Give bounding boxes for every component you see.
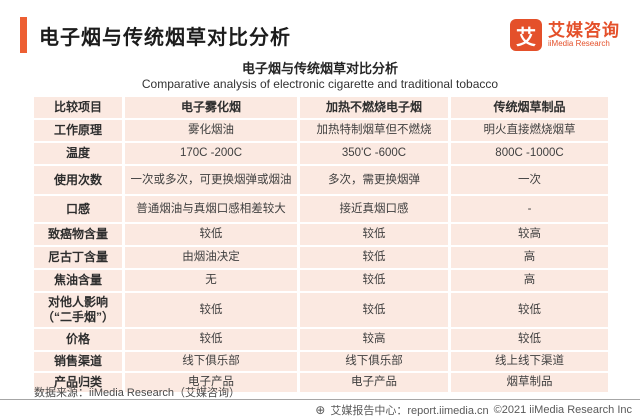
header-cell: 电子雾化烟 [125, 97, 297, 118]
value-cell: 一次 [451, 166, 608, 194]
copyright-text: ©2021 iiMedia Research Inc [493, 404, 632, 416]
logo-name-cn: 艾媒咨询 [548, 20, 620, 40]
value-cell: 明火直接燃烧烟草 [451, 120, 608, 141]
page-header: 电子烟与传统烟草对比分析 艾 艾媒咨询 iiMedia Research [20, 14, 620, 56]
value-cell: 雾化烟油 [125, 120, 297, 141]
value-cell: 无 [125, 270, 297, 291]
value-cell: 线上线下渠道 [451, 352, 608, 371]
table-row: 工作原理 雾化烟油 加热特制烟草但不燃烧 明火直接燃烧烟草 [34, 120, 608, 141]
table-row: 销售渠道 线下俱乐部 线下俱乐部 线上线下渠道 [34, 352, 608, 371]
value-cell: 高 [451, 270, 608, 291]
table-row: 焦油含量无较低高 [34, 270, 608, 291]
value-cell: 线下俱乐部 [125, 352, 297, 371]
row-label-cell: 使用次数 [34, 166, 122, 194]
row-label-cell: 温度 [34, 143, 122, 164]
value-cell: 较高 [451, 224, 608, 245]
row-label-cell: 尼古丁含量 [34, 247, 122, 268]
value-cell: 多次，需更换烟弹 [300, 166, 448, 194]
footer-bar: ⊕ 艾媒报告中心：report.iimedia.cn ©2021 iiMedia… [315, 402, 632, 416]
value-cell: 电子产品 [300, 373, 448, 392]
table-row: 温度 170C -200C 350'C -600C 800C -1000C [34, 143, 608, 164]
logo-icon: 艾 [510, 19, 542, 51]
table-row: 对他人影响 （“二手烟”） 较低 较低 较低 [34, 293, 608, 327]
row-label-cell: 口感 [34, 196, 122, 222]
value-cell: 烟草制品 [451, 373, 608, 392]
value-cell: 较低 [300, 293, 448, 327]
row-label-cell: 致癌物含量 [34, 224, 122, 245]
value-cell: 较低 [451, 293, 608, 327]
row-label-cell: 焦油含量 [34, 270, 122, 291]
value-cell: 较低 [125, 224, 297, 245]
value-cell: 一次或多次，可更换烟弹或烟油 [125, 166, 297, 194]
row-label-cell: 工作原理 [34, 120, 122, 141]
company-logo: 艾 艾媒咨询 iiMedia Research [510, 19, 620, 51]
value-cell: 电子产品 [125, 373, 297, 392]
report-center-link[interactable]: 艾媒报告中心：report.iimedia.cn [330, 405, 489, 416]
value-cell: 较低 [125, 293, 297, 327]
row-label-cell: 价格 [34, 329, 122, 350]
data-source: 数据来源：iiMedia Research（艾媒咨询） [34, 387, 240, 399]
value-cell: 较高 [300, 329, 448, 350]
table-row: 致癌物含量 较低 较低 较高 [34, 224, 608, 245]
report-center-icon: ⊕ [315, 403, 326, 416]
table-row: 产品归类 电子产品 电子产品 烟草制品 [34, 373, 608, 392]
row-label-cell: 对他人影响 （“二手烟”） [34, 293, 122, 327]
table-row: 价格 较低 较高 较低 [34, 329, 608, 350]
value-cell: 较低 [300, 270, 448, 291]
page-title: 电子烟与传统烟草对比分析 [39, 26, 291, 49]
chart-title: 电子烟与传统烟草对比分析 [241, 61, 398, 76]
row-label-cell: 销售渠道 [34, 352, 122, 371]
value-cell: 800C -1000C [451, 143, 608, 164]
value-cell: 350'C -600C [300, 143, 448, 164]
value-cell: 较低 [300, 224, 448, 245]
value-cell: 较低 [125, 329, 297, 350]
table-row: 使用次数 一次或多次，可更换烟弹或烟油 多次，需更换烟弹 一次 [34, 166, 608, 194]
title-accent-bar [20, 17, 27, 53]
table-row: 口感 普通烟油与真烟口感相差较大 接近真烟口感 - [34, 196, 608, 222]
footer-divider [0, 399, 640, 400]
table-row: 尼古丁含量 由烟油决定 较低高 [34, 247, 608, 268]
value-cell: 高 [451, 247, 608, 268]
row-label-cell: 产品归类 [34, 373, 122, 392]
value-cell: 由烟油决定 [125, 247, 297, 268]
logo-name-en: iiMedia Research [548, 38, 610, 48]
value-cell: 170C -200C [125, 143, 297, 164]
value-cell: 接近真烟口感 [300, 196, 448, 222]
comparison-table: 比较项目 电子雾化烟 加热不燃烧电子烟 传统烟草制品 工作原理 雾化烟油 加热特制烟草但不燃… [34, 97, 608, 394]
header-cell: 加热不燃烧电子烟 [300, 97, 448, 118]
header-cell: 传统烟草制品 [451, 97, 608, 118]
value-cell: - [451, 196, 608, 222]
value-cell: 线下俱乐部 [300, 352, 448, 371]
value-cell: 较低 [300, 247, 448, 268]
value-cell: 加热特制烟草但不燃烧 [300, 120, 448, 141]
value-cell: 较低 [451, 329, 608, 350]
header-cell: 比较项目 [34, 97, 122, 118]
table-header-row: 比较项目 电子雾化烟 加热不燃烧电子烟 传统烟草制品 [34, 97, 608, 118]
value-cell: 普通烟油与真烟口感相差较大 [125, 196, 297, 222]
chart-subtitle: Comparative analysis of electronic cigar… [141, 77, 499, 91]
